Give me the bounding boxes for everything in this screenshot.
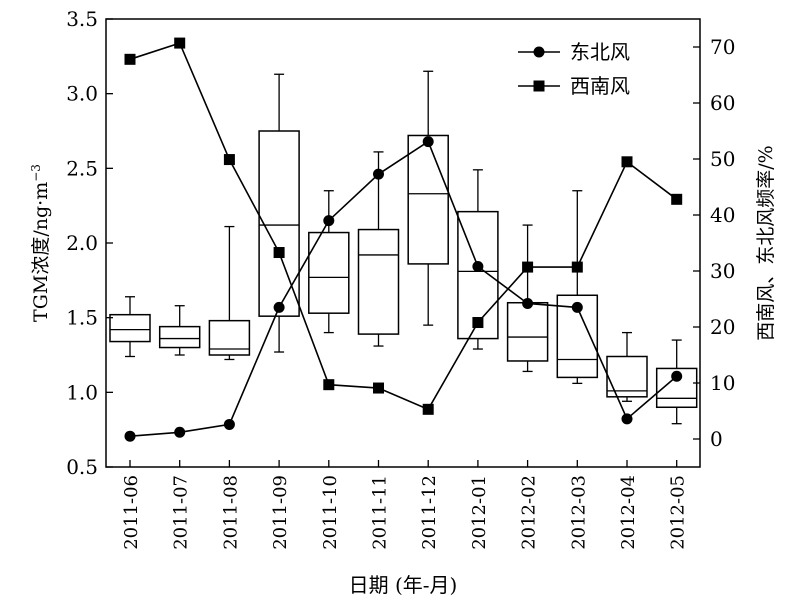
legend-marker bbox=[533, 46, 545, 58]
point-西南风 bbox=[522, 261, 534, 273]
point-东北风 bbox=[323, 215, 335, 227]
boxplot-2012-02 bbox=[506, 224, 549, 373]
box bbox=[407, 134, 449, 265]
box bbox=[158, 325, 201, 349]
boxplot-2011-07 bbox=[158, 305, 201, 356]
point-西南风 bbox=[323, 379, 335, 391]
boxplot-2011-06 bbox=[109, 296, 151, 358]
point-西南风 bbox=[174, 37, 186, 49]
point-西南风 bbox=[373, 382, 384, 394]
y-left-tick-label: 3.5 bbox=[66, 7, 98, 31]
point-西南风 bbox=[273, 247, 285, 259]
point-东北风 bbox=[174, 426, 186, 438]
box bbox=[506, 301, 549, 362]
point-西南风 bbox=[621, 156, 633, 168]
boxplot-group bbox=[109, 70, 698, 425]
y-right-tick-label: 70 bbox=[710, 35, 735, 59]
y-right-tick-label: 0 bbox=[710, 427, 723, 451]
x-tick-label: 2011-11 bbox=[370, 475, 391, 550]
point-东北风 bbox=[671, 370, 683, 382]
y-right-tick-label: 30 bbox=[710, 259, 735, 283]
x-tick-label: 2011-09 bbox=[270, 475, 291, 550]
box bbox=[208, 319, 251, 356]
y-right-tick-label: 50 bbox=[710, 147, 735, 171]
x-tick-label: 2012-02 bbox=[519, 475, 540, 550]
y-axis-label-left: TGM浓度/ng·m−3 bbox=[29, 164, 52, 322]
point-东北风 bbox=[422, 136, 434, 148]
legend-label: 东北风 bbox=[570, 40, 630, 64]
y-right-tick-label: 40 bbox=[710, 203, 735, 227]
legend-label: 西南风 bbox=[570, 74, 630, 98]
legend-marker bbox=[533, 80, 545, 92]
y-left-tick-label: 3.0 bbox=[66, 82, 98, 106]
boxplot-2011-08 bbox=[208, 225, 251, 361]
point-东北风 bbox=[273, 301, 285, 313]
y-axis-label-right: 西南风、东北风频率/% bbox=[755, 145, 777, 340]
y-right-tick-label: 60 bbox=[710, 91, 735, 115]
y-axis-label-left-superscript: −3 bbox=[29, 164, 43, 182]
boxplot-2012-04 bbox=[606, 331, 648, 402]
y-left-tick-label: 1.5 bbox=[66, 306, 98, 330]
point-东北风 bbox=[472, 261, 484, 273]
point-东北风 bbox=[373, 168, 384, 180]
point-西南风 bbox=[223, 154, 235, 166]
y-left-tick-label: 2.0 bbox=[66, 231, 98, 255]
point-东北风 bbox=[571, 301, 583, 313]
y-left-tick-label: 1.0 bbox=[66, 380, 98, 404]
x-tick-label: 2011-10 bbox=[320, 475, 341, 550]
point-东北风 bbox=[621, 413, 633, 425]
box bbox=[308, 231, 350, 314]
y-left-tick-label: 0.5 bbox=[66, 455, 98, 479]
box bbox=[357, 228, 400, 335]
y-left-tick-label: 2.5 bbox=[66, 156, 98, 180]
x-axis-label: 日期 (年-月) bbox=[349, 573, 458, 597]
x-tick-label: 2012-04 bbox=[618, 475, 639, 550]
line-series-group bbox=[124, 37, 683, 442]
y-axis-label-left-main: TGM浓度/ng·m bbox=[30, 182, 52, 322]
boxplot-2012-03 bbox=[556, 190, 599, 385]
x-tick-label: 2012-03 bbox=[568, 475, 589, 550]
point-东北风 bbox=[124, 430, 136, 442]
point-东北风 bbox=[223, 418, 235, 430]
boxplot-2011-11 bbox=[357, 151, 400, 347]
series-line-西南风 bbox=[129, 42, 678, 411]
series-line-东北风 bbox=[129, 140, 678, 437]
point-西南风 bbox=[571, 261, 583, 273]
box bbox=[109, 313, 151, 343]
x-tick-label: 2012-01 bbox=[469, 475, 490, 550]
point-西南风 bbox=[422, 403, 434, 415]
y-right-tick-label: 10 bbox=[710, 371, 735, 395]
boxplot-2011-10 bbox=[308, 190, 350, 334]
axes-group: 0.5 1.0 1.5 2.0 2.5 3.0 3.5 0 10 20 30 40 50 60 70 2011… bbox=[66, 7, 735, 550]
x-tick-label: 2011-12 bbox=[419, 475, 440, 550]
x-tick-label: 2011-07 bbox=[171, 475, 192, 550]
x-tick-label: 2011-08 bbox=[220, 475, 241, 550]
point-东北风 bbox=[522, 297, 534, 309]
boxplot-2011-12 bbox=[407, 70, 449, 326]
point-西南风 bbox=[124, 53, 136, 65]
point-西南风 bbox=[472, 317, 484, 329]
x-tick-label: 2012-05 bbox=[668, 475, 689, 550]
boxplot-2012-05 bbox=[655, 339, 698, 425]
y-right-tick-label: 20 bbox=[710, 315, 735, 339]
point-西南风 bbox=[671, 193, 683, 205]
x-tick-label: 2011-06 bbox=[121, 475, 142, 550]
